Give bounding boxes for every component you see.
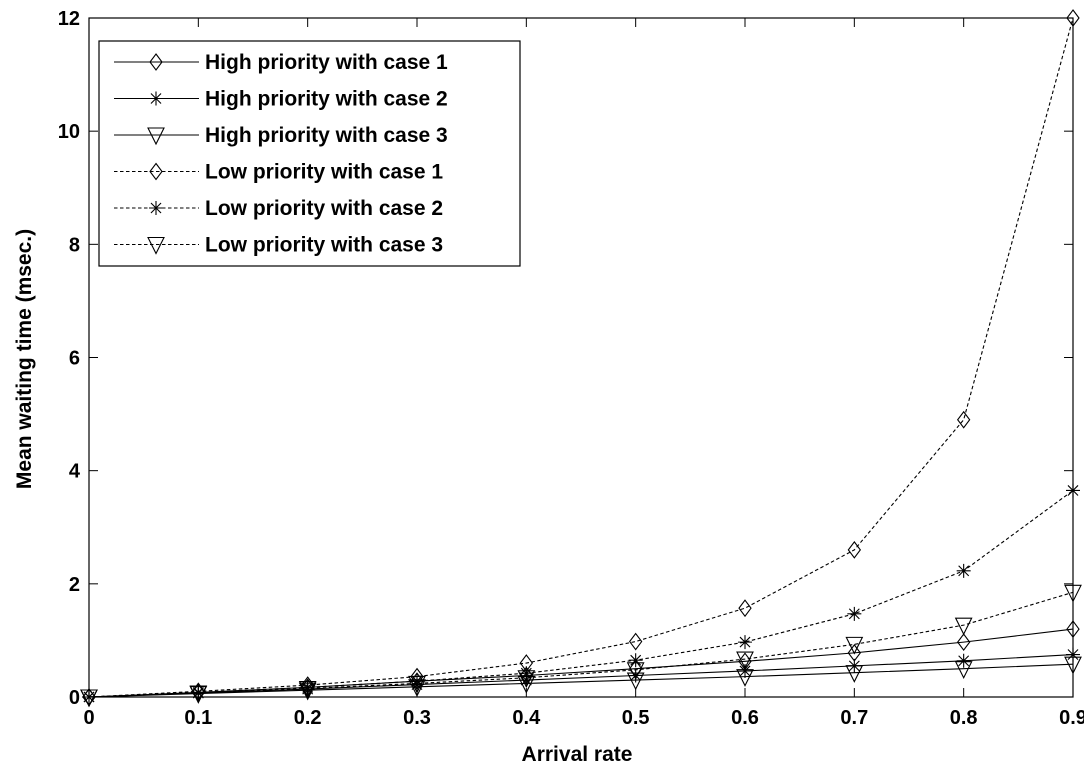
data-point-marker — [519, 666, 534, 681]
data-point-marker — [845, 665, 864, 683]
y-axis-label: Mean waiting time (msec.) — [13, 229, 36, 489]
legend-marker — [149, 201, 163, 215]
series-line — [88, 591, 1074, 698]
legend-item: Low priority with case 1 — [114, 161, 443, 184]
data-point-marker — [956, 563, 971, 578]
y-tick-label: 4 — [69, 461, 81, 483]
x-tick-label: 0.7 — [840, 707, 868, 729]
legend-marker — [147, 236, 165, 255]
data-point-marker — [847, 606, 862, 621]
axes-layer: 0 0.1 0.2 0.3 0.4 0.5 0.6 0.7 0.8 0.9 0 2 4 6 8 10 12 — [58, 8, 1084, 729]
legend-label: Low priority with case 1 — [205, 161, 443, 184]
data-point-marker — [628, 653, 643, 668]
x-tick-label: 0.9 — [1059, 707, 1084, 729]
y-tick-label: 8 — [69, 234, 80, 256]
data-point-marker — [956, 633, 971, 652]
data-point-marker — [517, 670, 536, 688]
x-tick-label: 0.6 — [731, 707, 759, 729]
data-point-marker — [956, 653, 971, 668]
data-point-marker — [626, 662, 645, 681]
data-point-marker — [628, 632, 643, 651]
data-point-marker — [298, 680, 317, 699]
legend-label: High priority with case 2 — [205, 88, 448, 111]
y-tick-label: 12 — [58, 8, 80, 30]
legend: High priority with case 1 High priority w… — [98, 40, 521, 267]
data-point-marker — [1066, 483, 1080, 498]
x-tick-label: 0.4 — [512, 707, 541, 729]
data-point-marker — [954, 661, 973, 679]
series-5 — [82, 483, 1080, 704]
data-point-marker — [845, 636, 864, 655]
series-line — [88, 663, 1074, 698]
y-tick-label: 6 — [69, 348, 80, 370]
data-point-marker — [847, 540, 862, 559]
data-point-marker — [300, 680, 315, 695]
x-axis-label: Arrival rate — [522, 743, 633, 766]
legend-item: High priority with case 3 — [114, 124, 448, 147]
legend-marker — [149, 162, 163, 181]
legend-label: Low priority with case 3 — [205, 234, 443, 257]
series-4 — [82, 9, 1080, 706]
legend-item: Low priority with case 3 — [114, 234, 443, 257]
data-point-marker — [408, 675, 426, 694]
legend-label: High priority with case 3 — [205, 124, 448, 147]
y-tick-label: 0 — [69, 687, 80, 709]
y-tick-label: 10 — [58, 121, 80, 143]
x-tick-label: 0.2 — [294, 707, 322, 729]
data-point-marker — [736, 651, 754, 670]
x-tick-label: 0.8 — [950, 707, 978, 729]
series-line — [88, 17, 1074, 698]
data-point-marker — [1066, 647, 1080, 662]
x-tick-label: 0.1 — [184, 707, 212, 729]
data-point-marker — [956, 410, 971, 429]
data-point-marker — [1064, 656, 1082, 675]
legend-marker — [147, 127, 165, 146]
data-point-marker — [736, 669, 754, 687]
data-point-marker — [954, 617, 973, 636]
legend-label: High priority with case 1 — [205, 51, 448, 74]
legend-marker — [149, 91, 163, 106]
data-point-marker — [189, 685, 208, 704]
x-tick-label: 0 — [83, 707, 94, 729]
series-line — [88, 490, 1074, 698]
y-tick-label: 2 — [69, 574, 80, 596]
legend-box — [98, 40, 521, 267]
legend-label: Low priority with case 2 — [205, 197, 443, 220]
data-point-marker — [1064, 584, 1082, 603]
legend-item: High priority with case 1 — [114, 51, 448, 74]
legend-marker — [149, 53, 163, 71]
x-tick-label: 0.3 — [403, 707, 431, 729]
data-point-marker — [628, 668, 643, 683]
x-tick-label: 0.5 — [622, 707, 650, 729]
series-layer — [80, 9, 1082, 708]
legend-item: Low priority with case 2 — [114, 197, 443, 220]
series-6 — [80, 584, 1082, 708]
legend-item: High priority with case 2 — [114, 88, 448, 111]
data-point-marker — [738, 663, 752, 678]
data-point-marker — [738, 599, 752, 618]
data-point-marker — [1066, 620, 1080, 639]
data-point-marker — [410, 674, 424, 689]
data-point-marker — [626, 672, 645, 691]
data-point-marker — [738, 635, 752, 650]
